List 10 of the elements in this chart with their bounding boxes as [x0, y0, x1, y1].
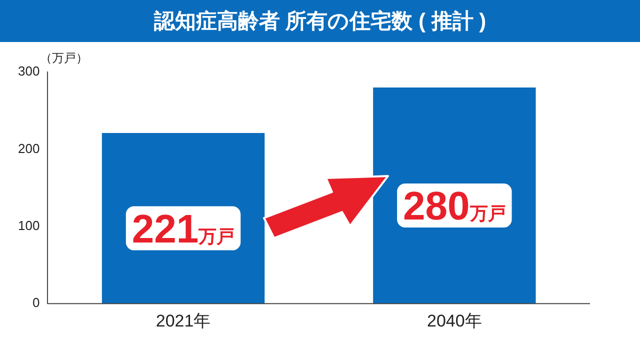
data-label: 280万戸	[403, 184, 506, 229]
x-tick-label: 2040年	[427, 311, 482, 330]
x-tick-label: 2021年	[156, 311, 211, 330]
y-tick-label: 0	[32, 295, 40, 310]
y-tick-label: 200	[18, 140, 40, 156]
y-tick-label: 100	[18, 218, 40, 233]
y-axis-title: （万戸）	[40, 50, 88, 67]
chart-title: 認知症高齢者 所有の住宅数 ( 推計 )	[0, 0, 640, 42]
y-tick-label: 300	[18, 64, 40, 79]
data-label: 221万戸	[132, 207, 235, 252]
